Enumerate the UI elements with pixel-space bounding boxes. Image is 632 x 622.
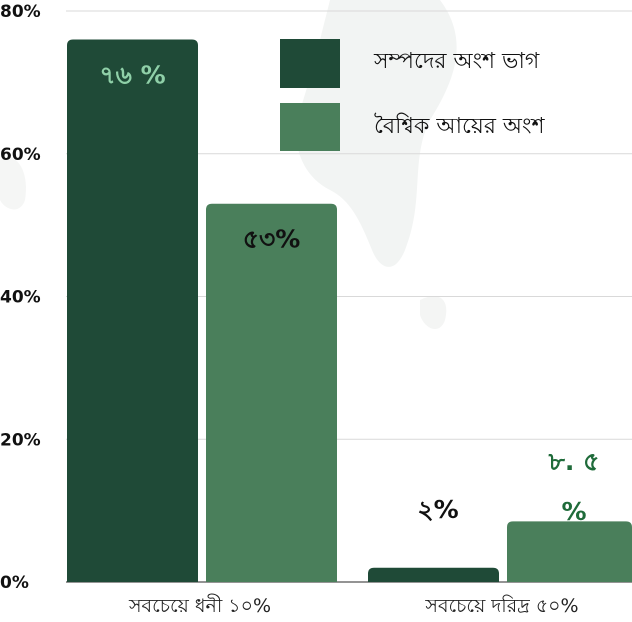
legend-swatch-wealth (280, 39, 340, 88)
y-tick-label: 60% (0, 145, 41, 165)
bar-0-1 (206, 203, 337, 582)
legend-label-wealth: সম্পদের অংশ ভাগ (373, 49, 540, 74)
y-tick-label: 80% (0, 2, 41, 22)
data-labels: ৭৬ % ৫৩% ২% ৮. ৫% (99, 61, 599, 526)
category-labels: সবচেয়ে ধনী ১০% সবচেয়ে দরিদ্র ৫০% (128, 594, 579, 617)
bars (67, 39, 632, 583)
legend-label-income: বৈশ্বিক আয়ের অংশ (374, 113, 545, 139)
y-tick-label: 20% (0, 430, 41, 450)
bar-1-1 (507, 521, 632, 582)
y-tick-label: 0% (0, 573, 29, 593)
category-label: সবচেয়ে ধনী ১০% (128, 594, 271, 617)
data-label: % (561, 497, 586, 526)
legend: সম্পদের অংশ ভাগ বৈশ্বিক আয়ের অংশ (280, 39, 545, 151)
legend-swatch-income (280, 103, 340, 151)
y-tick-label: 40% (0, 288, 41, 308)
data-label: ৮. ৫ (548, 447, 600, 476)
bar-1-0 (368, 567, 499, 582)
y-axis-ticks: 0% 20% 40% 60% 80% (0, 2, 41, 593)
data-label: ৫৩% (243, 225, 301, 254)
category-label: সবচেয়ে দরিদ্র ৫০% (424, 595, 578, 617)
data-label: ২% (417, 495, 458, 524)
bar-0-0 (67, 39, 198, 583)
data-label: ৭৬ % (99, 61, 165, 90)
